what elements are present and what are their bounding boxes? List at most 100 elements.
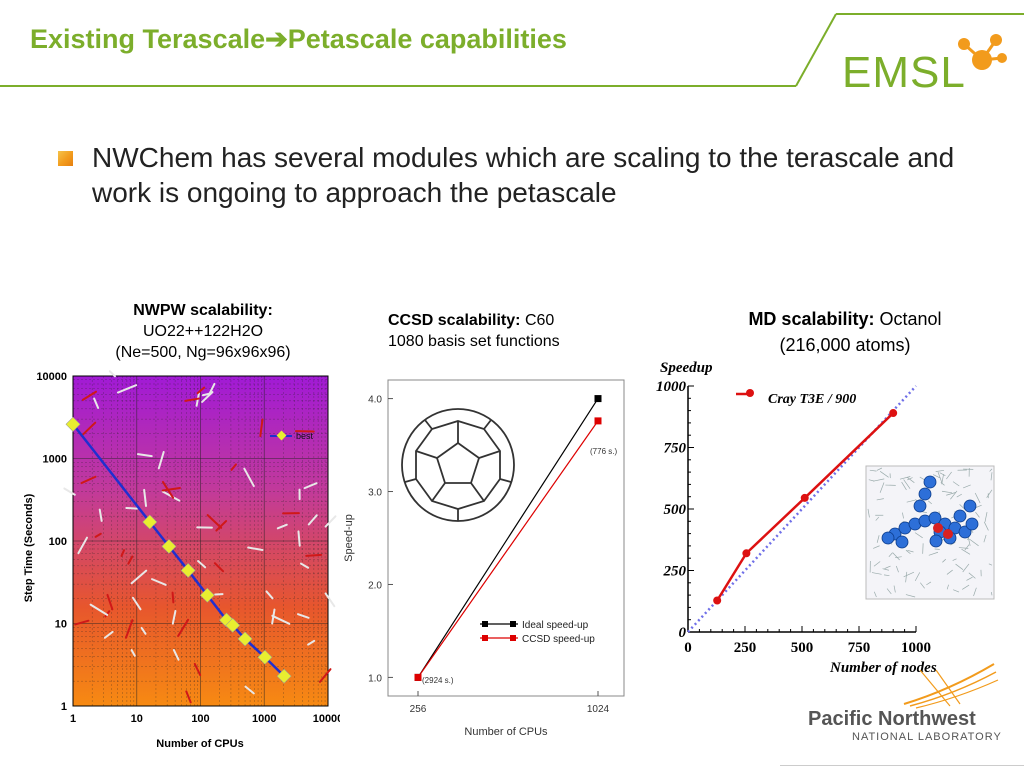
nwpw-molecule-stick (80, 475, 97, 485)
octanol-mesh-stick (895, 565, 899, 573)
octanol-mesh-stick (928, 500, 932, 505)
octanol-mesh-stick (903, 571, 915, 578)
nwpw-molecule-stick (120, 549, 126, 557)
nwpw-molecule-stick (106, 593, 114, 611)
nwpw-caption: NWPW scalability: UO22++122H2O (Ne=500, … (88, 300, 318, 363)
md-y-axis-label: Speedup (660, 360, 713, 376)
octanol-mesh-stick (966, 576, 973, 581)
emsl-logo-text: EMSL (842, 48, 966, 97)
md-ideal-line (687, 385, 917, 633)
bullet-square-icon (58, 151, 73, 166)
nwpw-molecule-stick (197, 560, 207, 569)
nwpw-molecule-stick (77, 536, 89, 555)
nwpw-molecule-stick (305, 553, 323, 557)
nwpw-molecule-stick (230, 463, 237, 471)
nwpw-data-point (225, 617, 241, 633)
octanol-mesh-stick (914, 532, 923, 539)
octanol-atom (923, 475, 937, 489)
c60-molecule-image (401, 408, 515, 522)
ccsd-x-tick: 1024 (587, 704, 610, 715)
octanol-mesh-stick (901, 481, 907, 491)
nwpw-chart: 1 10 100 1000 10000 1 10 100 1000 10000 Step Time… (23, 370, 340, 750)
nwpw-molecule-stick (276, 523, 288, 530)
md-legend-cray: Cray T3E / 900 (768, 392, 856, 407)
nwpw-molecule-stick (74, 619, 90, 626)
md-x-tick: 750 (848, 640, 871, 656)
octanol-mesh-stick (879, 471, 889, 478)
octanol-mesh-stick (968, 572, 976, 579)
octanol-mesh-stick (955, 563, 964, 570)
pnnl-swoosh-icon (903, 663, 999, 709)
octanol-mesh-stick (983, 521, 989, 531)
nwpw-x-tick: 10000 (313, 713, 340, 725)
octanol-mesh-stick (873, 591, 877, 598)
nwpw-molecule-stick (244, 685, 255, 695)
md-x-tick: 500 (791, 640, 814, 656)
title-part-1: Existing Terascale (30, 24, 266, 54)
octanol-mesh-stick (953, 589, 960, 593)
octanol-atom (953, 509, 967, 523)
emsl-molecule-icon (958, 34, 1007, 70)
header-rule-diagonal (795, 13, 837, 87)
ccsd-caption-rest: C60 (524, 312, 555, 329)
nwpw-caption-bold: NWPW scalability: (133, 302, 273, 319)
octanol-mesh-stick (946, 471, 952, 480)
ccsd-legend: Ideal speed-up CCSD speed-up (480, 620, 595, 645)
nwpw-molecule-stick (171, 591, 175, 604)
octanol-mesh-stick (905, 571, 908, 583)
octanol-atom (913, 499, 927, 513)
pnnl-logo-line2: NATIONAL LABORATORY (852, 731, 1002, 743)
octanol-mesh-stick (991, 591, 993, 596)
md-y-tick: 1000 (656, 379, 687, 395)
octanol-mesh-stick (946, 492, 957, 496)
octanol-mesh-stick (905, 594, 916, 598)
octanol-mesh-stick (952, 558, 957, 561)
nwpw-legend-best: best (296, 431, 314, 441)
nwpw-molecule-stick (206, 514, 223, 529)
nwpw-molecule-stick (243, 467, 255, 488)
md-y-tick: 0 (679, 625, 687, 641)
octanol-mesh-stick (946, 569, 953, 575)
ccsd-chart: 1.0 2.0 3.0 4.0 256 1024 Speed-up Number of C… (343, 379, 625, 738)
ccsd-y-tick: 4.0 (368, 395, 382, 406)
octanol-mesh-stick (868, 479, 875, 482)
nwpw-data-point (237, 631, 253, 647)
octanol-mesh-stick (873, 478, 885, 482)
nwpw-x-tick: 1000 (252, 713, 276, 725)
ccsd-y-axis-label: Speed-up (343, 514, 355, 562)
nwpw-molecule-stick (136, 453, 153, 458)
md-data-point (742, 549, 751, 558)
nwpw-y-tick: 1 (61, 701, 67, 713)
pnnl-logo-line1: Pacific Northwest (808, 708, 976, 730)
nwpw-molecule-stick (81, 390, 97, 401)
nwpw-molecule-stick (124, 619, 134, 639)
octanol-mesh-stick (888, 552, 893, 558)
nwpw-molecule-stick (150, 578, 167, 586)
octanol-atom (958, 525, 972, 539)
octanol-mesh-stick (942, 558, 947, 563)
octanol-atom (895, 535, 909, 549)
ccsd-y-tick: 1.0 (368, 673, 382, 684)
md-caption-rest: Octanol (879, 309, 942, 329)
octanol-oxygen-atom (943, 529, 953, 539)
octanol-mesh-stick (895, 556, 902, 559)
octanol-mesh-stick (989, 468, 993, 472)
md-x-tick: 250 (734, 640, 757, 656)
nwpw-x-axis-label: Number of CPUs (156, 738, 243, 750)
title-part-2: Petascale capabilities (287, 24, 567, 54)
octanol-mesh-stick (974, 492, 981, 504)
nwpw-y-tick: 10000 (36, 371, 67, 383)
octanol-mesh-stick (902, 512, 904, 519)
nwpw-y-tick: 1000 (43, 454, 67, 466)
ccsd-annotation-end: (776 s.) (590, 447, 617, 456)
nwpw-molecule-stick (98, 508, 103, 522)
octanol-atom (881, 531, 895, 545)
octanol-mesh-stick (935, 469, 945, 472)
octanol-mesh-stick (956, 493, 962, 498)
octanol-mesh-stick (950, 542, 956, 546)
ccsd-caption-line2: 1080 basis set functions (388, 333, 560, 350)
ccsd-data-point (414, 673, 422, 681)
footer-rule (780, 765, 1024, 766)
octanol-mesh-stick (941, 490, 953, 494)
md-caption: MD scalability: Octanol (216,000 atoms) (705, 306, 985, 358)
